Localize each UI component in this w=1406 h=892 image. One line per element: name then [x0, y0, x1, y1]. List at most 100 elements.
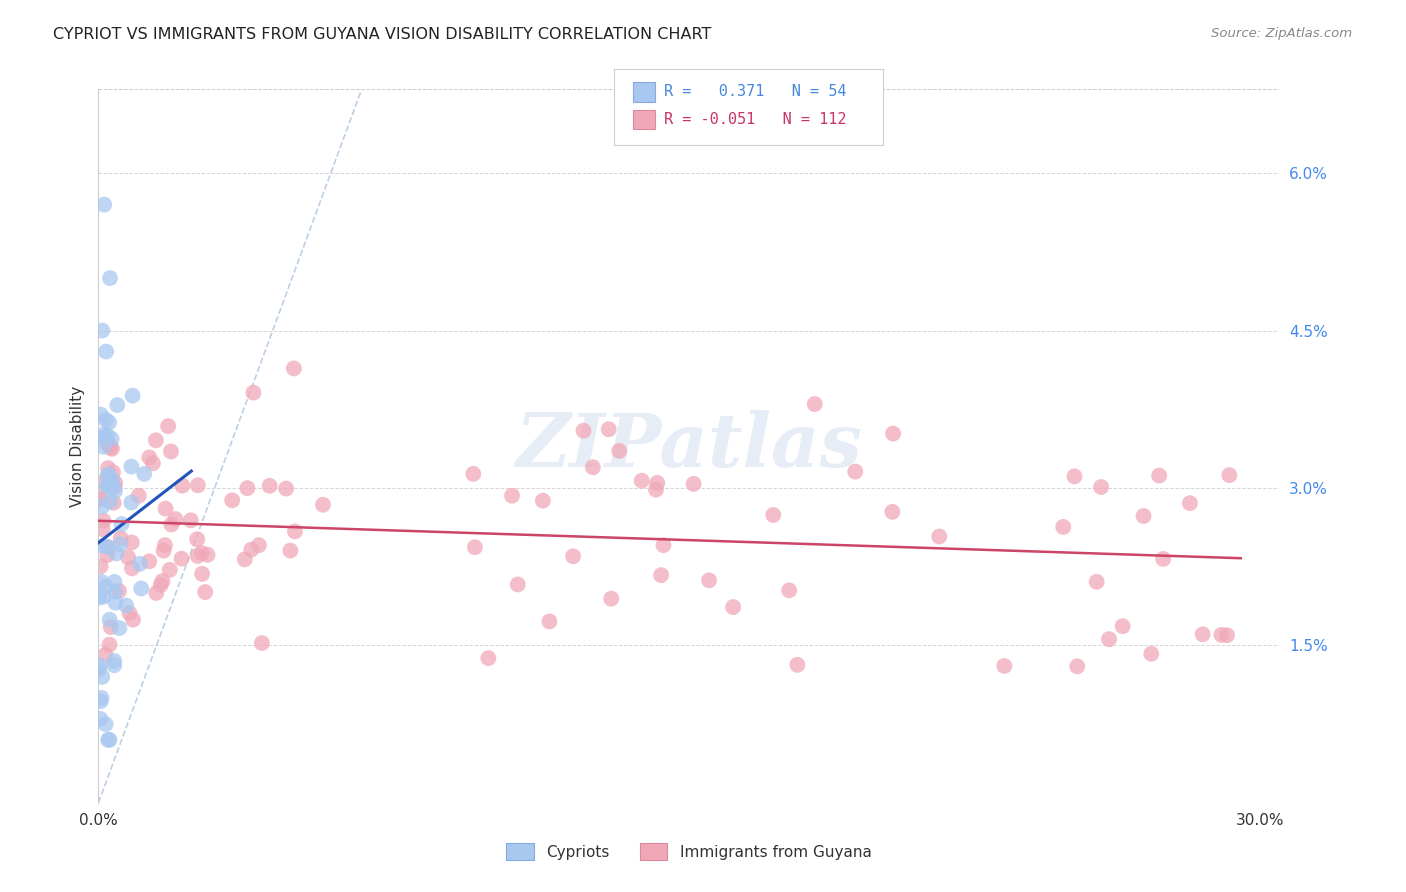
Point: [284, 524, 307, 539]
Point: [101, 473, 124, 487]
Point: [94, 580, 117, 594]
Point: [1063, 469, 1085, 483]
Point: [645, 483, 668, 497]
Y-axis label: Vision Disability: Vision Disability: [69, 385, 84, 507]
Point: [97, 468, 120, 483]
Text: R = -0.051   N = 112: R = -0.051 N = 112: [664, 112, 846, 127]
Point: [152, 543, 174, 558]
Point: [138, 554, 160, 568]
Point: [110, 517, 132, 532]
Point: [630, 474, 652, 488]
Point: [274, 482, 297, 496]
Point: [152, 574, 174, 588]
Point: [103, 654, 125, 668]
Point: [129, 582, 152, 596]
Point: [90, 408, 112, 422]
Point: [993, 659, 1015, 673]
Point: [506, 577, 529, 591]
Point: [652, 538, 675, 552]
Point: [259, 479, 281, 493]
Point: [108, 537, 131, 551]
Point: [312, 498, 335, 512]
Point: [464, 540, 486, 554]
Point: [1112, 619, 1135, 633]
Point: [104, 483, 127, 498]
Point: [90, 492, 112, 507]
Point: [105, 398, 128, 412]
Point: [104, 475, 127, 490]
Point: [538, 615, 561, 629]
Point: [247, 538, 270, 552]
Point: [98, 732, 121, 747]
Point: [100, 441, 122, 455]
Point: [186, 533, 208, 547]
Point: [93, 427, 115, 442]
Point: [98, 271, 121, 285]
Point: [531, 493, 554, 508]
Point: [105, 546, 128, 560]
Point: [762, 508, 785, 522]
Point: [128, 489, 150, 503]
Point: [94, 717, 117, 731]
Point: [928, 529, 950, 543]
Point: [1152, 552, 1174, 566]
Point: [104, 584, 127, 599]
Point: [97, 541, 120, 555]
Point: [97, 467, 120, 482]
Point: [134, 467, 156, 481]
Point: [98, 415, 121, 429]
Point: [128, 557, 150, 571]
Text: R =   0.371   N = 54: R = 0.371 N = 54: [664, 85, 846, 99]
Point: [96, 428, 118, 442]
Point: [115, 599, 138, 613]
Point: [97, 437, 120, 451]
Point: [233, 552, 256, 566]
Point: [120, 459, 142, 474]
Point: [190, 546, 212, 560]
Legend: Cypriots, Immigrants from Guyana: Cypriots, Immigrants from Guyana: [501, 837, 877, 866]
Point: [98, 613, 121, 627]
Point: [501, 489, 523, 503]
Point: [96, 540, 118, 554]
Point: [278, 543, 301, 558]
Point: [110, 531, 132, 545]
Point: [122, 613, 145, 627]
Point: [97, 437, 120, 451]
Point: [108, 584, 131, 599]
Point: [600, 591, 623, 606]
Point: [103, 480, 125, 494]
Point: [91, 522, 114, 536]
Point: [170, 551, 193, 566]
Point: [121, 561, 143, 575]
Point: [242, 385, 264, 400]
Point: [93, 590, 115, 604]
Point: [844, 465, 866, 479]
Point: [165, 512, 187, 526]
Point: [100, 620, 122, 634]
Point: [145, 434, 167, 448]
Point: [96, 548, 118, 562]
Point: [90, 431, 112, 445]
Point: [91, 670, 114, 684]
Point: [1211, 628, 1233, 642]
Text: ZIPatlas: ZIPatlas: [516, 409, 862, 483]
Point: [882, 505, 904, 519]
Point: [89, 658, 111, 673]
Point: [97, 732, 120, 747]
Point: [697, 574, 720, 588]
Point: [100, 432, 122, 446]
Point: [221, 493, 243, 508]
Point: [882, 426, 904, 441]
Point: [607, 443, 630, 458]
Point: [240, 542, 263, 557]
Point: [804, 397, 827, 411]
Point: [159, 563, 181, 577]
Point: [1090, 480, 1112, 494]
Point: [187, 549, 209, 563]
Point: [117, 550, 139, 565]
Point: [582, 460, 605, 475]
Point: [598, 422, 620, 436]
Point: [1147, 468, 1170, 483]
Point: [120, 495, 142, 509]
Point: [98, 494, 121, 508]
